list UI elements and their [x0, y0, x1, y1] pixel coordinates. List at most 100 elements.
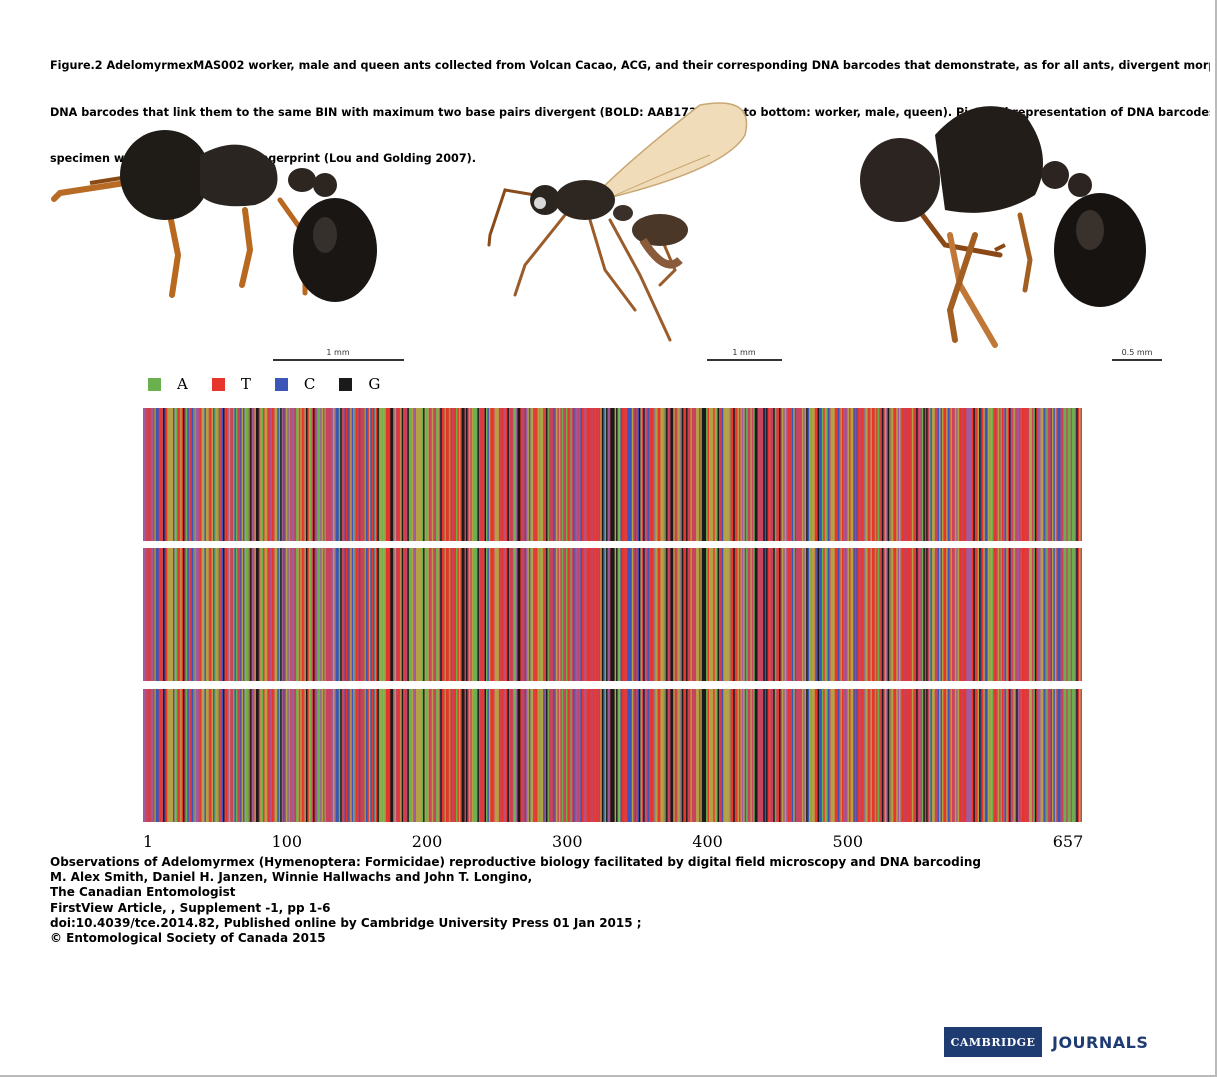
barcode-stripe	[271, 408, 274, 541]
barcode-stripe	[521, 548, 524, 681]
barcode-stripe	[901, 689, 904, 822]
barcode-stripe	[177, 408, 180, 541]
barcode-stripe	[273, 408, 275, 541]
barcode-stripe	[1009, 408, 1011, 541]
barcode-stripe	[568, 548, 571, 681]
barcode-stripe	[663, 689, 665, 822]
barcode-stripe	[893, 408, 896, 541]
barcode-stripe	[463, 548, 465, 681]
barcode-stripe	[914, 408, 917, 541]
barcode-stripe	[688, 548, 691, 681]
barcode-stripe	[913, 689, 916, 822]
barcode-stripe	[348, 408, 351, 541]
barcode-stripe	[688, 689, 691, 822]
barcode-stripe	[656, 408, 658, 541]
barcode-stripe	[696, 408, 698, 541]
barcode-stripe	[996, 689, 998, 822]
barcode-stripe	[708, 548, 711, 681]
barcode-stripe	[986, 548, 988, 681]
barcode-stripe	[504, 689, 507, 822]
barcode-stripe	[869, 548, 871, 681]
barcode-stripe	[327, 548, 330, 681]
barcode-stripe	[681, 548, 684, 681]
barcode-stripe	[143, 689, 145, 822]
barcode-stripe	[1030, 408, 1033, 541]
barcode-stripe	[856, 408, 858, 541]
cambridge-journals-logo[interactable]: CAMBRIDGE JOURNALS	[944, 1027, 1148, 1057]
barcode-stripe	[397, 689, 400, 822]
barcode-stripe	[748, 689, 751, 822]
barcode-stripe	[587, 548, 590, 681]
barcode-stripe	[630, 408, 633, 541]
barcode-stripe	[288, 408, 291, 541]
barcode-stripe	[383, 548, 385, 681]
barcode-stripe	[1011, 548, 1014, 681]
barcode-stripe	[417, 689, 420, 822]
barcode-stripe	[281, 548, 284, 681]
barcode-stripe	[794, 548, 797, 681]
barcode-stripe	[777, 408, 780, 541]
barcode-stripe	[837, 408, 840, 541]
barcode-stripe	[1079, 548, 1081, 681]
barcode-stripe	[533, 689, 535, 822]
barcode-stripe	[620, 689, 623, 822]
barcode-stripe	[267, 408, 270, 541]
barcode-stripe	[747, 408, 750, 541]
citation-block: Observations of Adelomyrmex (Hymenoptera…	[50, 855, 981, 946]
barcode-stripe	[354, 408, 357, 541]
barcode-stripe	[698, 689, 701, 822]
barcode-stripe	[428, 689, 431, 822]
barcode-stripe	[623, 689, 625, 822]
barcode-stripe	[576, 408, 578, 541]
barcode-stripe	[424, 408, 427, 541]
barcode-stripe	[1003, 548, 1006, 681]
barcode-stripe	[158, 689, 161, 822]
barcode-stripe	[195, 548, 198, 681]
barcode-stripe	[157, 689, 160, 822]
barcode-stripe	[351, 408, 354, 541]
barcode-stripe	[161, 689, 164, 822]
barcode-stripe	[714, 408, 717, 541]
barcode-stripe	[471, 689, 474, 822]
barcode-stripe	[473, 548, 475, 681]
barcode-stripe	[294, 408, 297, 541]
barcode-stripe	[516, 548, 518, 681]
barcode-stripe	[697, 408, 700, 541]
barcode-stripe	[817, 548, 820, 681]
barcode-stripe	[446, 548, 448, 681]
barcode-stripe	[896, 408, 898, 541]
barcode-stripe	[568, 689, 571, 822]
barcode-stripe	[374, 408, 377, 541]
barcode-stripe	[255, 689, 258, 822]
barcode-stripe	[144, 689, 147, 822]
barcode-stripe	[691, 689, 694, 822]
barcode-stripe	[980, 408, 983, 541]
barcode-stripe	[178, 689, 181, 822]
barcode-stripe	[598, 408, 601, 541]
barcode-stripe	[234, 689, 237, 822]
barcode-stripe	[879, 548, 881, 681]
barcode-stripe	[173, 548, 175, 681]
barcode-stripe	[683, 408, 685, 541]
barcode-stripe	[558, 408, 561, 541]
barcode-stripe	[769, 548, 771, 681]
barcode-stripe	[238, 548, 241, 681]
barcode-stripe	[736, 408, 738, 541]
barcode-stripe	[653, 548, 655, 681]
barcode-stripe	[623, 548, 625, 681]
barcode-stripe	[877, 548, 880, 681]
barcode-stripe	[894, 408, 897, 541]
barcode-stripe	[720, 408, 723, 541]
barcode-stripe	[717, 408, 720, 541]
barcode-stripe	[477, 548, 480, 681]
barcode-stripe	[437, 689, 440, 822]
barcode-stripe	[278, 548, 281, 681]
barcode-stripe	[375, 689, 378, 822]
barcode-stripe	[713, 408, 715, 541]
barcode-stripe	[560, 689, 563, 822]
barcode-stripe	[966, 548, 968, 681]
barcode-stripe	[474, 408, 477, 541]
barcode-stripe	[861, 689, 864, 822]
barcode-stripe	[899, 548, 901, 681]
barcode-stripe	[414, 408, 417, 541]
